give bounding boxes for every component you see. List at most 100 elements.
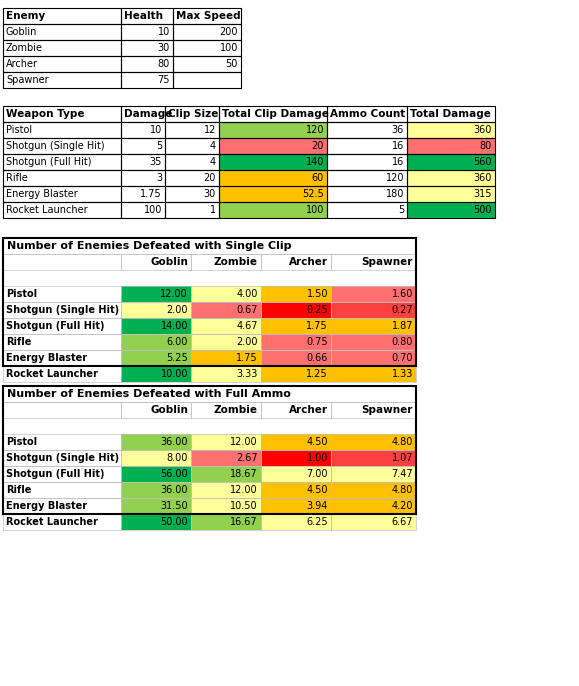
- Bar: [331, 350, 416, 366]
- Text: 4: 4: [210, 141, 216, 151]
- Text: Goblin: Goblin: [150, 257, 188, 267]
- Bar: [219, 170, 327, 186]
- Bar: [121, 434, 191, 450]
- Bar: [331, 366, 416, 382]
- Bar: [121, 318, 191, 334]
- Text: Archer: Archer: [6, 59, 38, 69]
- Bar: [191, 318, 261, 334]
- Bar: [331, 514, 416, 530]
- Bar: [261, 286, 331, 302]
- Text: 7.47: 7.47: [391, 469, 413, 479]
- Bar: [121, 450, 191, 466]
- Text: 0.70: 0.70: [391, 353, 413, 363]
- Text: 0.80: 0.80: [391, 337, 413, 347]
- Bar: [3, 286, 121, 302]
- Bar: [331, 482, 416, 498]
- Text: 75: 75: [157, 75, 170, 85]
- Text: Total Clip Damage: Total Clip Damage: [222, 109, 329, 119]
- Bar: [121, 186, 165, 202]
- Text: Energy Blaster: Energy Blaster: [6, 501, 87, 511]
- Bar: [191, 466, 261, 482]
- Bar: [3, 434, 121, 450]
- Text: 1.60: 1.60: [391, 289, 413, 299]
- Bar: [327, 138, 407, 154]
- Bar: [121, 170, 165, 186]
- Bar: [121, 402, 191, 418]
- Bar: [3, 482, 121, 498]
- Bar: [219, 154, 327, 170]
- Bar: [261, 302, 331, 318]
- Bar: [261, 450, 331, 466]
- Bar: [191, 334, 261, 350]
- Bar: [3, 56, 121, 72]
- Bar: [261, 318, 331, 334]
- Bar: [331, 350, 416, 366]
- Bar: [219, 186, 327, 202]
- Bar: [407, 186, 495, 202]
- Text: Pistol: Pistol: [6, 437, 37, 447]
- Bar: [165, 186, 219, 202]
- Bar: [121, 350, 191, 366]
- Text: Enemy: Enemy: [6, 11, 45, 21]
- Bar: [407, 170, 495, 186]
- Text: 12.00: 12.00: [160, 289, 188, 299]
- Bar: [191, 334, 261, 350]
- Text: Pistol: Pistol: [6, 125, 32, 135]
- Text: 31.50: 31.50: [160, 501, 188, 511]
- Bar: [121, 498, 191, 514]
- Bar: [191, 450, 261, 466]
- Bar: [3, 24, 121, 40]
- Text: Zombie: Zombie: [214, 405, 258, 415]
- Bar: [191, 466, 261, 482]
- Bar: [331, 402, 416, 418]
- Text: 16: 16: [392, 157, 404, 167]
- Text: 12: 12: [204, 125, 216, 135]
- Bar: [121, 482, 191, 498]
- Text: Rocket Launcher: Rocket Launcher: [6, 205, 87, 215]
- Bar: [331, 302, 416, 318]
- Text: 560: 560: [474, 157, 492, 167]
- Bar: [261, 498, 331, 514]
- Bar: [3, 366, 121, 382]
- Text: 16: 16: [392, 141, 404, 151]
- Bar: [165, 106, 219, 122]
- Bar: [173, 24, 241, 40]
- Bar: [121, 450, 191, 466]
- Text: 10: 10: [157, 27, 170, 37]
- Text: 80: 80: [157, 59, 170, 69]
- Bar: [3, 170, 121, 186]
- Text: Zombie: Zombie: [6, 43, 43, 53]
- Bar: [191, 286, 261, 302]
- Bar: [121, 366, 191, 382]
- Bar: [121, 40, 173, 56]
- Bar: [331, 450, 416, 466]
- Bar: [407, 202, 495, 218]
- Text: 30: 30: [204, 189, 216, 199]
- Bar: [191, 286, 261, 302]
- Text: 4.20: 4.20: [391, 501, 413, 511]
- Bar: [219, 170, 327, 186]
- Bar: [191, 514, 261, 530]
- Bar: [3, 466, 121, 482]
- Text: 6.00: 6.00: [167, 337, 188, 347]
- Text: 36: 36: [392, 125, 404, 135]
- Bar: [219, 154, 327, 170]
- Text: 35: 35: [149, 157, 162, 167]
- Bar: [3, 8, 121, 24]
- Text: 30: 30: [157, 43, 170, 53]
- Text: Shotgun (Full Hit): Shotgun (Full Hit): [6, 321, 104, 331]
- Bar: [3, 302, 121, 318]
- Bar: [3, 202, 121, 218]
- Bar: [3, 122, 121, 138]
- Text: 0.75: 0.75: [306, 337, 328, 347]
- Text: Shotgun (Single Hit): Shotgun (Single Hit): [6, 141, 105, 151]
- Bar: [3, 254, 121, 270]
- Text: 0.67: 0.67: [236, 305, 258, 315]
- Text: 4.80: 4.80: [391, 485, 413, 495]
- Bar: [191, 350, 261, 366]
- Text: 100: 100: [144, 205, 162, 215]
- Bar: [261, 318, 331, 334]
- Bar: [121, 302, 191, 318]
- Text: Shotgun (Full Hit): Shotgun (Full Hit): [6, 469, 104, 479]
- Bar: [261, 466, 331, 482]
